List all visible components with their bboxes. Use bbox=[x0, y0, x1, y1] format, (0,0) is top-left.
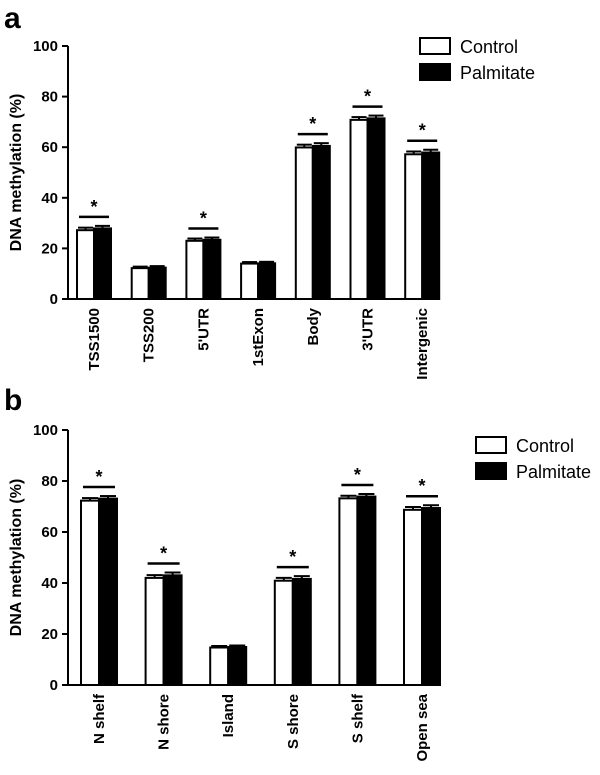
significance-marker: * bbox=[160, 544, 167, 564]
bar-control bbox=[273, 579, 294, 687]
y-tick-label: 60 bbox=[41, 524, 58, 541]
bar-palmitate bbox=[421, 507, 441, 686]
bar-control bbox=[349, 118, 369, 300]
y-tick-label: 80 bbox=[41, 473, 58, 490]
panel-letter: a bbox=[4, 2, 21, 35]
bar-palmitate bbox=[291, 577, 312, 686]
y-tick-label: 40 bbox=[41, 575, 58, 592]
significance-marker: * bbox=[309, 114, 316, 134]
significance-marker: * bbox=[90, 197, 97, 217]
y-axis-title: DNA methylation (%) bbox=[8, 94, 25, 252]
significance-marker: * bbox=[289, 547, 296, 567]
bar-palmitate bbox=[257, 262, 277, 300]
bar-control bbox=[404, 153, 424, 300]
bar-control bbox=[403, 508, 423, 686]
y-tick-label: 60 bbox=[41, 139, 58, 156]
y-tick-label: 80 bbox=[41, 89, 58, 106]
x-tick-label: 3'UTR bbox=[360, 308, 377, 351]
x-tick-label: N shelf bbox=[91, 693, 108, 744]
y-tick-label: 20 bbox=[41, 626, 58, 643]
chart-panel-a: a 0 20 40 60 80 100 DNA methylation (%) * TSS1500… bbox=[4, 2, 535, 380]
significance-marker: * bbox=[418, 476, 425, 496]
legend-label: Control bbox=[516, 436, 574, 456]
y-tick-label: 40 bbox=[41, 190, 58, 207]
legend-swatch-palmitate bbox=[475, 462, 507, 480]
legend-label: Palmitate bbox=[460, 63, 535, 83]
bar-palmitate bbox=[227, 646, 248, 687]
x-tick-label: TSS1500 bbox=[86, 308, 103, 371]
significance-marker: * bbox=[200, 209, 207, 229]
bar-palmitate bbox=[366, 117, 386, 300]
bar-control bbox=[144, 576, 165, 687]
significance-marker: * bbox=[354, 465, 361, 485]
legend-swatch-palmitate bbox=[419, 63, 451, 81]
x-tick-label: Island bbox=[220, 694, 237, 737]
x-tick-label: S shore bbox=[285, 694, 302, 749]
x-tick-label: Body bbox=[305, 307, 322, 345]
legend-swatch-control bbox=[419, 37, 451, 55]
bar-palmitate bbox=[93, 227, 112, 300]
y-tick-label: 0 bbox=[50, 677, 58, 694]
legend-label: Palmitate bbox=[516, 462, 591, 482]
legend-label: Control bbox=[460, 37, 518, 57]
panel-letter: b bbox=[4, 384, 22, 417]
bar-palmitate bbox=[147, 266, 167, 300]
y-axis-title: DNA methylation (%) bbox=[8, 479, 25, 637]
chart-panel-b: b 0 20 40 60 80 100 DNA methylation (%) * N shelf… bbox=[4, 384, 591, 762]
bar-palmitate bbox=[98, 497, 118, 686]
bar-control bbox=[240, 262, 260, 300]
bar-control bbox=[80, 499, 100, 687]
x-tick-label: 5'UTR bbox=[195, 308, 212, 351]
x-tick-label: Open sea bbox=[414, 693, 431, 761]
bar-control bbox=[209, 646, 230, 687]
bar-palmitate bbox=[311, 144, 331, 300]
bar-control bbox=[185, 239, 205, 300]
x-tick-label: S shelf bbox=[349, 693, 366, 743]
significance-marker: * bbox=[364, 87, 371, 107]
bar-palmitate bbox=[356, 495, 377, 686]
bar-palmitate bbox=[421, 151, 441, 300]
x-tick-label: Intergenic bbox=[414, 308, 431, 380]
significance-marker: * bbox=[419, 121, 426, 141]
x-tick-label: N shore bbox=[156, 694, 173, 750]
bar-palmitate bbox=[202, 238, 222, 301]
x-tick-label: 1stExon bbox=[250, 308, 267, 366]
bar-control bbox=[338, 497, 359, 686]
y-tick-label: 100 bbox=[33, 422, 58, 439]
x-tick-label: TSS200 bbox=[141, 308, 158, 362]
y-tick-label: 20 bbox=[41, 240, 58, 257]
y-tick-label: 100 bbox=[33, 38, 58, 55]
bar-palmitate bbox=[162, 574, 183, 686]
bar-control bbox=[76, 229, 95, 301]
bar-control bbox=[130, 267, 150, 301]
significance-marker: * bbox=[95, 467, 102, 487]
legend-swatch-control bbox=[475, 436, 507, 454]
bar-control bbox=[294, 146, 314, 300]
y-tick-label: 0 bbox=[50, 291, 58, 308]
